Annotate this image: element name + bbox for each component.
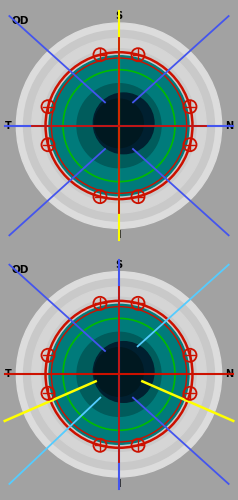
Circle shape	[52, 308, 186, 441]
Text: OD: OD	[12, 16, 29, 26]
Circle shape	[95, 348, 143, 396]
Circle shape	[24, 279, 214, 470]
Circle shape	[93, 93, 154, 154]
Circle shape	[77, 84, 161, 168]
Circle shape	[93, 342, 154, 402]
Circle shape	[16, 272, 222, 477]
Circle shape	[32, 287, 206, 462]
Circle shape	[63, 69, 175, 182]
Text: OD: OD	[12, 264, 29, 274]
Circle shape	[16, 23, 222, 229]
Text: T: T	[5, 370, 11, 380]
Text: T: T	[5, 120, 11, 130]
Circle shape	[42, 48, 196, 203]
Circle shape	[49, 56, 189, 196]
Text: N: N	[225, 370, 233, 380]
Text: N: N	[225, 120, 233, 130]
Circle shape	[63, 318, 175, 431]
Circle shape	[42, 298, 196, 452]
Text: S: S	[115, 260, 123, 270]
Circle shape	[52, 59, 186, 192]
Circle shape	[24, 30, 214, 221]
Circle shape	[95, 99, 143, 148]
Text: I: I	[117, 478, 121, 488]
Circle shape	[32, 38, 206, 213]
Circle shape	[77, 332, 161, 416]
Text: I: I	[117, 230, 121, 240]
Text: S: S	[115, 12, 123, 22]
Circle shape	[49, 304, 189, 444]
